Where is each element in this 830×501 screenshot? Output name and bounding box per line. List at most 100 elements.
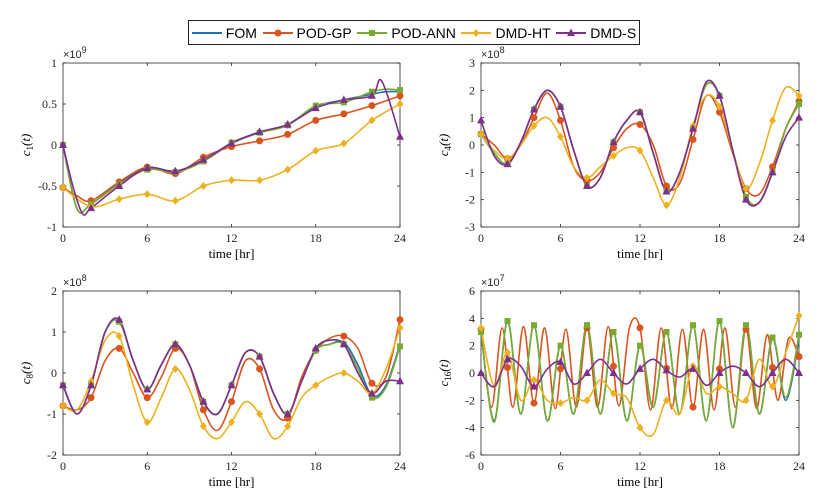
x-tick-label: 12	[226, 231, 238, 245]
data-point-dmd-s	[255, 352, 264, 360]
data-point-pod-gp	[368, 379, 376, 387]
data-point-dmd-ht	[663, 396, 670, 405]
data-point-pod-ann	[716, 318, 723, 325]
data-point-dmd-s	[795, 113, 803, 121]
data-point-pod-ann	[610, 329, 617, 335]
data-point-pod-gp	[396, 316, 404, 324]
data-point-dmd-s	[795, 368, 803, 376]
data-point-dmd-s	[530, 104, 538, 113]
data-point-dmd-s	[283, 409, 292, 417]
data-point-dmd-s	[556, 102, 565, 110]
data-point-dmd-s	[283, 120, 292, 128]
data-point-dmd-s	[171, 339, 180, 348]
y-tick-label: -4	[465, 421, 475, 435]
data-point-dmd-ht	[636, 146, 644, 155]
data-point-pod-gp	[557, 116, 564, 124]
legend-marker	[472, 28, 480, 37]
x-tick-label: 24	[793, 231, 805, 245]
data-point-dmd-ht	[115, 332, 123, 341]
data-point-pod-gp	[557, 365, 564, 373]
data-point-pod-gp	[610, 362, 617, 370]
data-point-pod-gp	[795, 353, 803, 361]
data-point-dmd-ht	[583, 396, 591, 405]
data-point-pod-gp	[340, 110, 348, 118]
legend-item-dmd-ht: DMD-HT	[461, 24, 551, 41]
data-point-dmd-s	[227, 138, 236, 147]
data-point-pod-gp	[312, 116, 320, 124]
x-tick-label: 0	[478, 231, 484, 245]
data-point-pod-gp	[530, 114, 538, 122]
axis-exponent: ×108	[481, 45, 505, 61]
data-point-pod-gp	[530, 399, 538, 407]
y-tick-label: 2	[51, 284, 57, 298]
data-point-dmd-s	[689, 364, 697, 372]
x-tick-label: 6	[144, 459, 150, 473]
legend: FOM POD-GP POD-ANN DMD-HT DMD-S	[188, 20, 640, 45]
data-point-dmd-ht	[663, 201, 670, 210]
data-point-pod-gp	[396, 92, 404, 100]
x-tick-label: 12	[634, 459, 646, 473]
data-point-dmd-s	[143, 163, 152, 171]
data-point-pod-gp	[689, 136, 697, 144]
data-point-pod-gp	[504, 364, 511, 372]
data-point-dmd-ht	[143, 190, 151, 199]
data-point-dmd-s	[503, 159, 512, 168]
y-tick-label: -2	[465, 393, 475, 407]
data-point-dmd-s	[199, 155, 208, 163]
data-point-dmd-ht	[795, 91, 803, 100]
data-point-dmd-ht	[530, 375, 538, 384]
data-point-dmd-ht	[256, 410, 264, 418]
x-tick-label: 0	[60, 231, 66, 245]
data-point-dmd-s	[367, 91, 376, 99]
y-axis-label: c4(t)	[436, 134, 453, 157]
data-point-pod-gp	[689, 403, 697, 411]
legend-marker	[369, 29, 376, 36]
legend-item-pod-ann: POD-ANN	[357, 25, 456, 41]
data-point-pod-gp	[87, 394, 95, 402]
data-point-dmd-ht	[256, 176, 264, 185]
y-tick-label: -1	[47, 407, 57, 421]
data-point-pod-gp	[143, 394, 151, 402]
legend-label: POD-ANN	[391, 24, 456, 41]
data-point-dmd-s	[477, 368, 485, 376]
data-point-dmd-ht	[557, 399, 564, 408]
data-point-pod-gp	[284, 130, 292, 138]
data-point-pod-ann	[368, 394, 375, 401]
x-tick-label: 0	[478, 459, 484, 473]
data-point-dmd-s	[59, 140, 67, 148]
y-tick-label: 0.5	[42, 97, 57, 111]
legend-marker	[567, 28, 576, 36]
y-tick-label: 4	[469, 311, 475, 325]
data-point-dmd-ht	[477, 130, 485, 139]
data-point-dmd-s	[59, 380, 67, 389]
legend-label: DMD-HT	[495, 24, 551, 41]
data-point-pod-gp	[610, 144, 617, 152]
data-point-dmd-ht	[59, 183, 67, 192]
y-tick-label: 3	[469, 56, 475, 70]
x-tick-label: 18	[714, 459, 726, 473]
data-point-dmd-ht	[504, 154, 511, 163]
data-point-pod-gp	[636, 121, 644, 128]
x-axis-label: time [hr]	[209, 246, 255, 261]
data-point-pod-gp	[636, 324, 644, 332]
data-point-dmd-s	[768, 368, 777, 376]
data-point-dmd-ht	[769, 382, 776, 391]
x-tick-label: 6	[558, 459, 564, 473]
data-point-dmd-s	[556, 357, 565, 366]
data-point-pod-gp	[340, 332, 348, 340]
y-tick-label: -3	[465, 220, 475, 234]
y-tick-label: 2	[469, 339, 475, 353]
data-point-dmd-s	[311, 103, 320, 112]
x-tick-label: 24	[793, 459, 805, 473]
data-point-dmd-ht	[368, 116, 376, 125]
y-tick-label: -1	[465, 165, 475, 179]
data-point-dmd-ht	[284, 165, 292, 174]
data-point-dmd-ht	[312, 381, 320, 390]
y-tick-label: -0.5	[38, 179, 57, 193]
y-tick-label: 2	[469, 83, 475, 97]
series-line-dmd-s	[63, 78, 400, 216]
x-tick-label: 18	[310, 231, 322, 245]
y-axis-label: c16(t)	[436, 359, 453, 386]
